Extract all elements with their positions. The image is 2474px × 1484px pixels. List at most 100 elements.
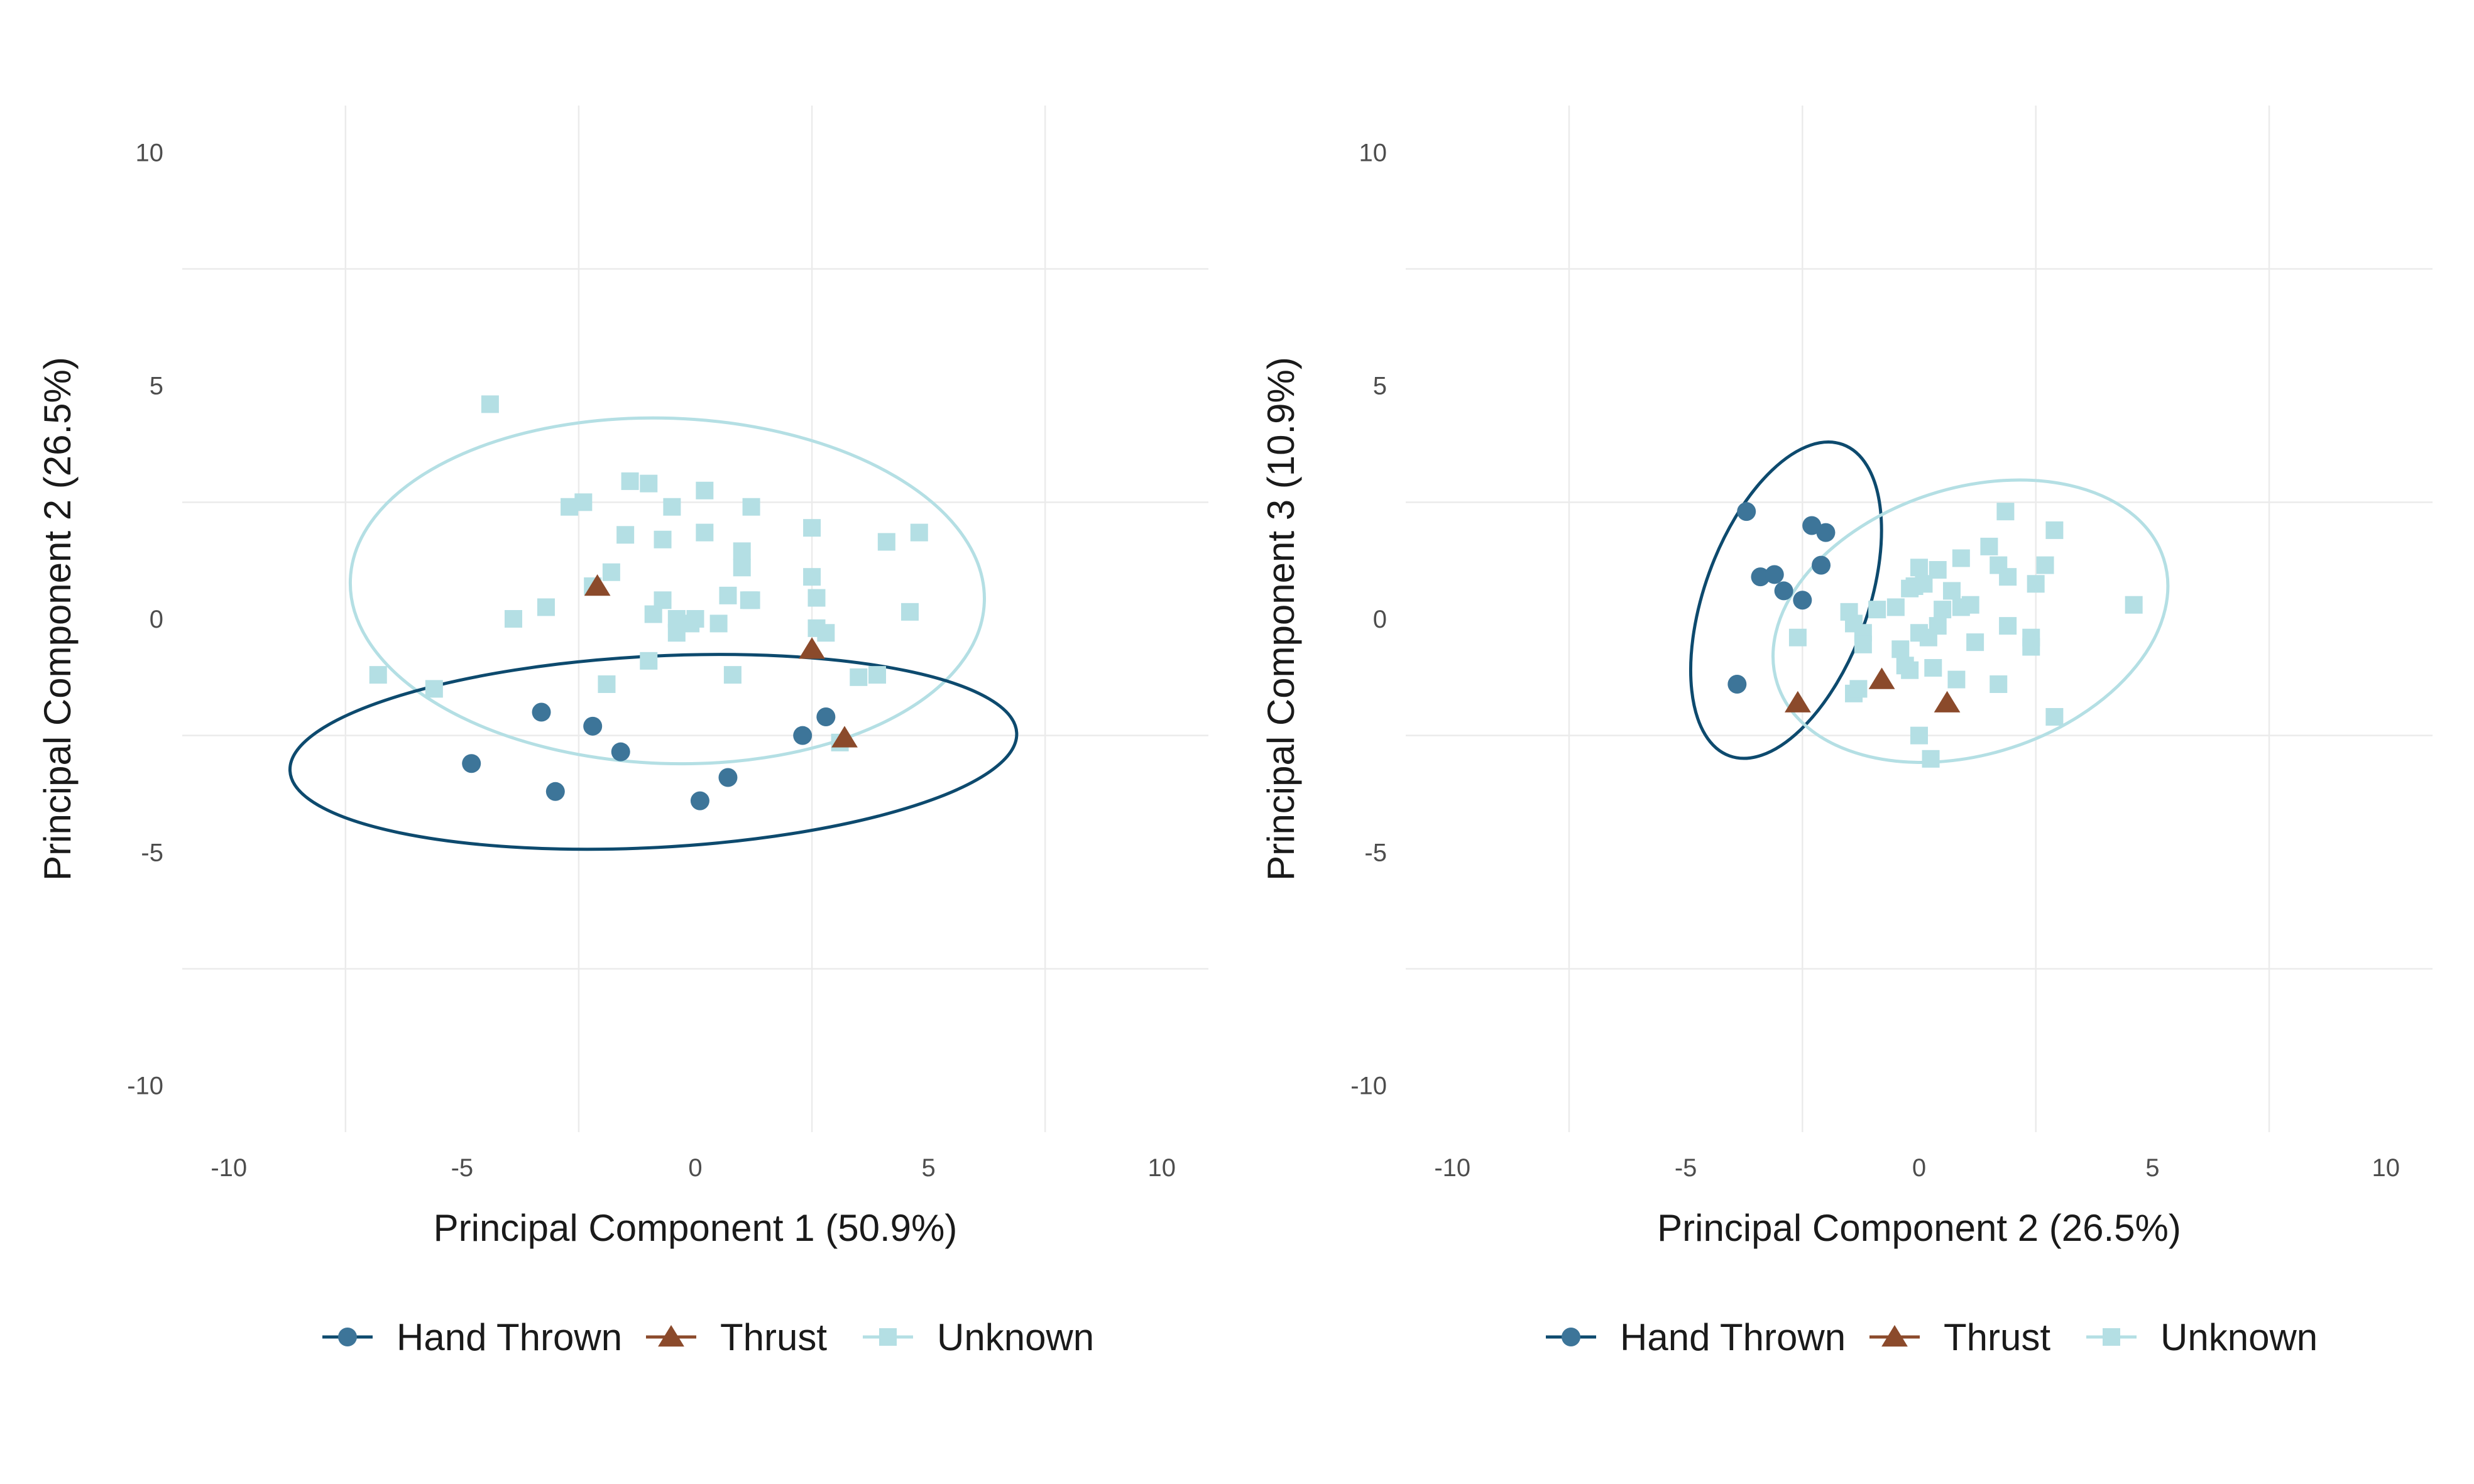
data-point <box>1886 598 1905 616</box>
data-point <box>1947 670 1966 689</box>
x-axis-title: Principal Component 1 (50.9%) <box>434 1207 958 1249</box>
data-point <box>1934 601 1952 619</box>
x-tick-label: 10 <box>1148 1154 1176 1182</box>
data-point <box>718 768 738 787</box>
data-point <box>616 526 635 544</box>
left-chart-panel: -10 -5 0 5 10 -10 -5 0 5 10 Principal Component 1 … <box>36 106 1208 1358</box>
data-point <box>793 726 813 745</box>
tick-labels: -10 -5 0 5 10 -10 -5 0 5 10 <box>127 139 1176 1182</box>
x-tick-label: 5 <box>922 1154 936 1182</box>
data-point <box>682 614 700 633</box>
y-tick-label: -10 <box>127 1072 163 1100</box>
data-point <box>868 666 886 684</box>
data-point <box>1929 617 1947 635</box>
data-point <box>583 716 603 736</box>
series-hand-thrown <box>462 702 836 810</box>
data-point <box>1868 601 1886 619</box>
data-point <box>640 474 658 493</box>
data-point <box>1784 690 1811 712</box>
data-point <box>1961 596 1979 614</box>
grid <box>182 106 1208 1132</box>
data-point <box>654 591 672 609</box>
data-point <box>696 481 714 499</box>
grid <box>1406 106 2433 1132</box>
legend-item-unknown: Unknown <box>2086 1316 2318 1358</box>
y-tick-label: 0 <box>1373 606 1387 633</box>
legend-item-hand-thrown: Hand Thrown <box>322 1316 622 1358</box>
y-tick-label: 10 <box>136 139 164 166</box>
legend-key-marker <box>658 1325 684 1347</box>
series-thrust <box>584 574 858 748</box>
data-point <box>799 637 825 659</box>
y-tick-label: 10 <box>1359 139 1388 166</box>
x-tick-label: 10 <box>2372 1154 2400 1182</box>
data-point <box>1901 661 1919 679</box>
y-axis-title: Principal Component 3 (10.9%) <box>1260 357 1302 881</box>
data-point <box>831 726 858 748</box>
ellipse-hand-thrown <box>1689 440 1883 760</box>
data-point <box>1854 635 1872 653</box>
data-point <box>611 742 630 761</box>
data-point <box>817 624 835 642</box>
tick-labels: -10 -5 0 5 10 -10 -5 0 5 10 <box>1350 139 2400 1182</box>
data-point <box>1999 617 2017 635</box>
x-tick-label: 0 <box>688 1154 702 1182</box>
ellipse-unknown <box>1771 478 2170 764</box>
data-point <box>654 530 672 548</box>
data-point <box>1793 591 1812 610</box>
data-point <box>709 614 728 633</box>
data-point <box>1910 726 1928 745</box>
data-point <box>1816 523 1836 542</box>
right-chart-panel: -10 -5 0 5 10 -10 -5 0 5 10 Principal Component 2 … <box>1260 106 2433 1358</box>
data-point <box>910 523 928 542</box>
legend-item-thrust: Thrust <box>1869 1316 2050 1358</box>
data-point <box>1999 568 2017 586</box>
data-point <box>598 675 616 693</box>
data-point <box>2125 596 2143 614</box>
data-point <box>602 563 620 581</box>
data-point <box>663 498 681 516</box>
data-point <box>2027 575 2045 593</box>
data-point <box>2045 521 2064 539</box>
legend-item-thrust: Thrust <box>646 1316 827 1358</box>
data-point <box>696 523 714 542</box>
x-tick-label: -5 <box>451 1154 474 1182</box>
data-point <box>1812 555 1831 575</box>
x-tick-label: 5 <box>2145 1154 2159 1182</box>
series-hand-thrown <box>1727 502 1836 694</box>
data-point <box>1765 565 1784 584</box>
data-point <box>690 791 709 810</box>
data-point <box>462 754 481 773</box>
data-point <box>1788 628 1807 647</box>
data-point <box>877 533 895 551</box>
data-point <box>505 610 523 628</box>
legend-label: Unknown <box>2160 1316 2318 1358</box>
y-tick-label: 5 <box>150 373 163 400</box>
data-point <box>1990 675 2008 693</box>
data-point <box>733 559 751 577</box>
data-point <box>803 519 821 537</box>
data-point <box>1802 516 1822 535</box>
data-point <box>640 652 658 670</box>
x-tick-label: 0 <box>1912 1154 1926 1182</box>
legend: Hand Thrown Thrust Unknown <box>1546 1316 2318 1358</box>
data-point <box>1942 582 1961 600</box>
legend-label: Thrust <box>1944 1316 2050 1358</box>
data-point <box>1952 549 1970 567</box>
data-point <box>2045 707 2064 726</box>
data-point <box>1891 640 1910 658</box>
legend-label: Hand Thrown <box>1620 1316 1846 1358</box>
data-point <box>537 598 555 616</box>
y-tick-label: 0 <box>150 606 163 633</box>
data-point <box>1966 633 1984 652</box>
data-point <box>1910 559 1928 577</box>
legend-key-marker <box>879 1328 897 1346</box>
series-unknown <box>1788 503 2143 768</box>
data-point <box>545 782 565 801</box>
y-tick-label: -10 <box>1350 1072 1387 1100</box>
data-point <box>1929 561 1947 579</box>
data-point <box>1922 750 1940 768</box>
data-point <box>369 666 387 684</box>
data-point <box>1934 690 1961 712</box>
